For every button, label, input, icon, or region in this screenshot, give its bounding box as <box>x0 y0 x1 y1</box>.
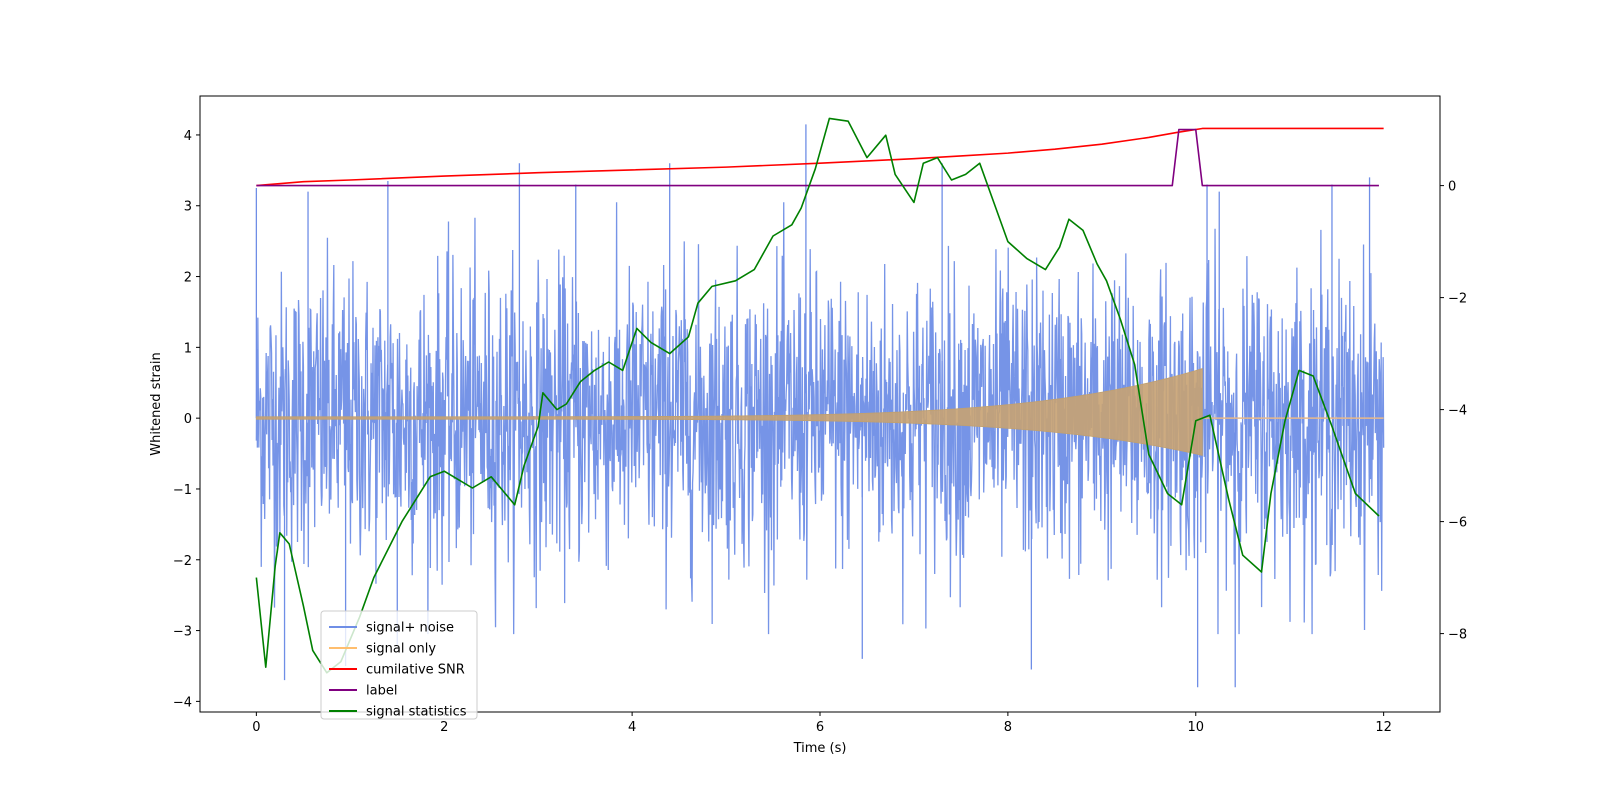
y-tick-label: 2 <box>184 271 192 286</box>
y-tick-label: 0 <box>184 412 192 427</box>
legend-label: signal statistics <box>366 705 467 720</box>
x-tick-label: 4 <box>628 720 636 735</box>
x-axis-ticks: 0 2 4 6 8 10 12 <box>252 712 1392 735</box>
x-tick-label: 8 <box>1004 720 1012 735</box>
y-tick-label: −4 <box>173 695 192 710</box>
y2-tick-label: −4 <box>1448 404 1467 419</box>
x-tick-label: 2 <box>440 720 448 735</box>
x-tick-label: 0 <box>252 720 260 735</box>
y-tick-label: 1 <box>184 341 192 356</box>
y-axis-ticks: −4 −3 −2 −1 0 1 2 3 4 <box>173 129 200 710</box>
y-tick-label: −3 <box>173 625 192 640</box>
series-signal-statistics <box>255 117 1380 674</box>
y2-tick-label: −6 <box>1448 516 1467 531</box>
series-group <box>255 117 1385 688</box>
y-tick-label: 3 <box>184 200 192 215</box>
legend-label: label <box>366 684 397 699</box>
y-tick-label: −2 <box>173 554 192 569</box>
y-axis-label: Whitened strain <box>149 352 164 455</box>
x-axis-label: Time (s) <box>793 741 847 756</box>
x-tick-label: 10 <box>1187 720 1204 735</box>
legend-label: cumilative SNR <box>366 663 465 678</box>
x-tick-label: 6 <box>816 720 824 735</box>
x-tick-label: 12 <box>1375 720 1392 735</box>
y-tick-label: 4 <box>184 129 192 144</box>
y-tick-label: −1 <box>173 483 192 498</box>
legend-box <box>320 610 478 720</box>
y2-tick-label: −8 <box>1448 628 1467 643</box>
series-label <box>256 128 1379 187</box>
legend: signal+ noise signal only cumilative SNR la… <box>320 610 478 720</box>
legend-label: signal only <box>366 642 436 657</box>
y2-tick-label: −2 <box>1448 292 1467 307</box>
y2-tick-label: 0 <box>1448 180 1456 195</box>
y2-axis-ticks: −8 −6 −4 −2 0 <box>1440 180 1467 643</box>
plot-area <box>255 117 1385 688</box>
legend-label: signal+ noise <box>366 621 454 636</box>
series-signal-only <box>255 368 1203 456</box>
